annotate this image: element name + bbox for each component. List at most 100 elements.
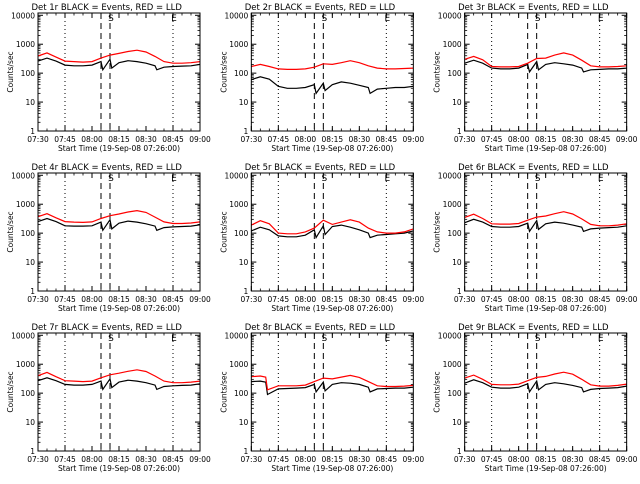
y-axis-label: Counts/sec — [433, 371, 442, 412]
y-tick-label: 10 — [25, 418, 35, 427]
x-tick-label: 07:45 — [481, 455, 503, 464]
x-tick-label: 07:30 — [241, 295, 263, 304]
y-tick-label: 100 — [234, 389, 249, 398]
y-axis-label: Counts/sec — [433, 211, 442, 252]
x-tick-label: 08:45 — [589, 135, 611, 144]
y-tick-label: 100 — [447, 229, 462, 238]
x-tick-label: 08:15 — [535, 295, 557, 304]
x-tick-label: 08:30 — [562, 455, 584, 464]
plot-frame — [37, 172, 201, 292]
plot-frame — [464, 12, 628, 132]
y-tick-label: 10000 — [438, 171, 462, 180]
x-tick-label: 07:45 — [268, 455, 290, 464]
y-axis-label: Counts/sec — [219, 211, 228, 252]
y-tick-label: 1 — [457, 287, 462, 296]
series-events — [251, 76, 414, 95]
marker-label: S — [321, 14, 327, 24]
y-tick-label: 10000 — [438, 11, 462, 20]
x-tick-label: 09:00 — [616, 455, 638, 464]
panel-title: Det 2r BLACK = Events, RED = LLD — [245, 3, 396, 13]
series-lld — [37, 209, 201, 225]
y-tick-label: 1 — [457, 447, 462, 456]
x-tick-label: 08:00 — [81, 455, 103, 464]
x-tick-label: 07:30 — [454, 455, 476, 464]
plot-frame — [464, 172, 628, 292]
panel-title: Det 7r BLACK = Events, RED = LLD — [31, 323, 182, 333]
y-tick-label: 1000 — [443, 360, 462, 369]
x-tick-label: 08:15 — [535, 135, 557, 144]
x-tick-label: 08:15 — [322, 295, 344, 304]
y-tick-label: 1 — [457, 127, 462, 136]
panel-det-7r: Det 7r BLACK = Events, RED = LLD 1 10 100 10… — [6, 323, 211, 473]
x-tick-label: 09:00 — [403, 135, 425, 144]
panel-det-2r: Det 2r BLACK = Events, RED = LLD 1 10 100 10… — [219, 3, 424, 153]
series-lld — [464, 52, 627, 68]
y-tick-label: 1000 — [443, 40, 462, 49]
y-tick-label: 100 — [447, 69, 462, 78]
x-tick-label: 07:30 — [454, 135, 476, 144]
y-tick-label: 100 — [21, 389, 36, 398]
y-tick-label: 1 — [30, 447, 35, 456]
y-tick-label: 1 — [244, 127, 249, 136]
x-tick-label: 08:45 — [376, 455, 398, 464]
x-tick-label: 07:45 — [268, 295, 290, 304]
x-tick-label: 08:45 — [589, 295, 611, 304]
x-tick-label: 08:45 — [162, 455, 184, 464]
panel-det-5r: Det 5r BLACK = Events, RED = LLD 1 10 100 10… — [219, 163, 424, 313]
series-events — [464, 379, 627, 394]
marker-label: E — [171, 334, 177, 344]
marker-label: E — [384, 174, 390, 184]
x-tick-label: 07:30 — [241, 135, 263, 144]
plot-frame — [37, 12, 201, 132]
plot-frame — [37, 332, 201, 452]
y-tick-label: 10000 — [438, 331, 462, 340]
panel-title: Det 6r BLACK = Events, RED = LLD — [458, 163, 609, 173]
series-lld — [464, 211, 627, 227]
x-tick-label: 08:15 — [535, 455, 557, 464]
y-tick-label: 1 — [30, 127, 35, 136]
x-tick-label: 08:30 — [349, 135, 371, 144]
x-axis-label: Start Time (19-Sep-08 07:26:00) — [485, 144, 607, 153]
y-axis-label: Counts/sec — [6, 51, 15, 92]
panel-title: Det 3r BLACK = Events, RED = LLD — [458, 3, 609, 13]
x-tick-label: 07:30 — [27, 135, 49, 144]
x-tick-label: 08:00 — [508, 135, 530, 144]
series-lld — [251, 219, 414, 235]
series-lld — [37, 49, 201, 64]
y-tick-label: 1 — [244, 447, 249, 456]
y-tick-label: 1000 — [229, 200, 248, 209]
x-tick-label: 08:30 — [135, 455, 157, 464]
x-tick-label: 08:30 — [562, 135, 584, 144]
x-tick-label: 08:00 — [81, 295, 103, 304]
y-tick-label: 100 — [21, 69, 36, 78]
x-tick-label: 09:00 — [616, 295, 638, 304]
plot-frame — [250, 12, 414, 132]
marker-label: S — [535, 14, 541, 24]
x-axis-label: Start Time (19-Sep-08 07:26:00) — [271, 464, 393, 473]
x-tick-label: 08:45 — [589, 455, 611, 464]
x-axis-label: Start Time (19-Sep-08 07:26:00) — [58, 144, 180, 153]
marker-label: E — [384, 14, 390, 24]
series-lld — [464, 371, 627, 387]
panel-det-6r: Det 6r BLACK = Events, RED = LLD 1 10 100 10… — [433, 163, 638, 313]
x-tick-label: 07:45 — [54, 295, 76, 304]
x-tick-label: 07:45 — [481, 135, 503, 144]
y-tick-label: 10 — [452, 98, 462, 107]
y-axis-label: Counts/sec — [6, 371, 15, 412]
x-tick-label: 08:15 — [108, 135, 130, 144]
marker-label: E — [598, 14, 604, 24]
x-tick-label: 08:30 — [135, 295, 157, 304]
panel-title: Det 9r BLACK = Events, RED = LLD — [458, 323, 609, 333]
y-tick-label: 10000 — [224, 331, 248, 340]
y-tick-label: 10 — [25, 98, 35, 107]
y-tick-label: 1000 — [443, 200, 462, 209]
x-tick-label: 09:00 — [189, 135, 211, 144]
x-axis-label: Start Time (19-Sep-08 07:26:00) — [485, 464, 607, 473]
marker-label: S — [108, 14, 114, 24]
x-tick-label: 08:00 — [508, 295, 530, 304]
series-events — [37, 217, 201, 232]
series-events — [251, 224, 414, 240]
y-axis-label: Counts/sec — [6, 211, 15, 252]
series-events — [251, 380, 414, 396]
